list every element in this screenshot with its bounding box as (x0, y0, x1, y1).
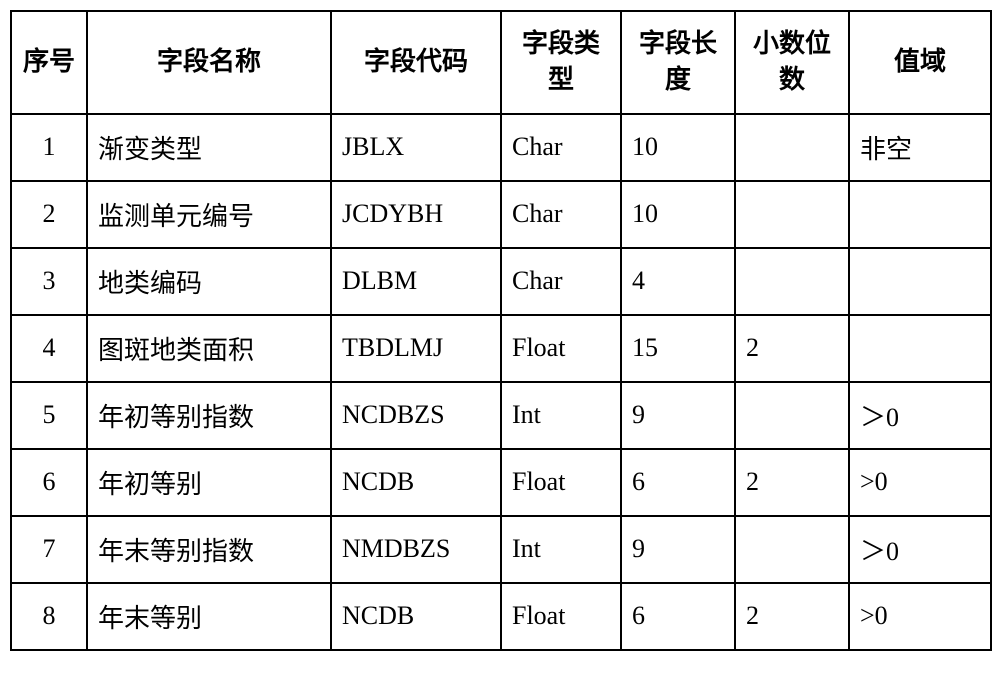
cell-code: NCDB (331, 449, 501, 516)
cell-dec: 2 (735, 449, 849, 516)
cell-code: NCDB (331, 583, 501, 650)
cell-seq: 2 (11, 181, 87, 248)
cell-seq: 6 (11, 449, 87, 516)
cell-name: 渐变类型 (87, 114, 331, 181)
table-row: 7 年末等别指数 NMDBZS Int 9 ＞0 (11, 516, 991, 583)
cell-dom (849, 315, 991, 382)
cell-dec (735, 114, 849, 181)
cell-dec: 2 (735, 583, 849, 650)
cell-code: JBLX (331, 114, 501, 181)
cell-code: NCDBZS (331, 382, 501, 449)
cell-type: Char (501, 248, 621, 315)
cell-code: JCDYBH (331, 181, 501, 248)
table-row: 1 渐变类型 JBLX Char 10 非空 (11, 114, 991, 181)
table-row: 8 年末等别 NCDB Float 6 2 >0 (11, 583, 991, 650)
table-row: 5 年初等别指数 NCDBZS Int 9 ＞0 (11, 382, 991, 449)
col-header-dom: 值域 (849, 11, 991, 114)
table-header-row: 序号 字段名称 字段代码 字段类型 字段长度 小数位数 值域 (11, 11, 991, 114)
cell-dom: >0 (849, 583, 991, 650)
cell-dec (735, 181, 849, 248)
col-header-type: 字段类型 (501, 11, 621, 114)
cell-dec (735, 382, 849, 449)
cell-code: NMDBZS (331, 516, 501, 583)
table-row: 6 年初等别 NCDB Float 6 2 >0 (11, 449, 991, 516)
cell-type: Int (501, 382, 621, 449)
table-row: 2 监测单元编号 JCDYBH Char 10 (11, 181, 991, 248)
cell-name: 年末等别指数 (87, 516, 331, 583)
cell-len: 10 (621, 114, 735, 181)
cell-dec (735, 516, 849, 583)
col-header-seq: 序号 (11, 11, 87, 114)
cell-code: DLBM (331, 248, 501, 315)
cell-seq: 3 (11, 248, 87, 315)
field-definition-table: 序号 字段名称 字段代码 字段类型 字段长度 小数位数 值域 1 渐变类型 JB… (10, 10, 992, 651)
cell-name: 地类编码 (87, 248, 331, 315)
cell-dom (849, 181, 991, 248)
cell-type: Char (501, 181, 621, 248)
cell-dom: ＞0 (849, 516, 991, 583)
cell-code: TBDLMJ (331, 315, 501, 382)
cell-len: 10 (621, 181, 735, 248)
cell-dom: >0 (849, 449, 991, 516)
cell-type: Float (501, 449, 621, 516)
cell-seq: 4 (11, 315, 87, 382)
col-header-dec: 小数位数 (735, 11, 849, 114)
table-row: 3 地类编码 DLBM Char 4 (11, 248, 991, 315)
cell-dom: 非空 (849, 114, 991, 181)
table-row: 4 图斑地类面积 TBDLMJ Float 15 2 (11, 315, 991, 382)
cell-type: Char (501, 114, 621, 181)
col-header-code: 字段代码 (331, 11, 501, 114)
cell-len: 9 (621, 516, 735, 583)
col-header-name: 字段名称 (87, 11, 331, 114)
cell-seq: 5 (11, 382, 87, 449)
cell-dom: ＞0 (849, 382, 991, 449)
cell-dec (735, 248, 849, 315)
cell-len: 6 (621, 583, 735, 650)
cell-type: Int (501, 516, 621, 583)
cell-type: Float (501, 315, 621, 382)
cell-name: 年初等别 (87, 449, 331, 516)
col-header-len: 字段长度 (621, 11, 735, 114)
cell-seq: 1 (11, 114, 87, 181)
cell-type: Float (501, 583, 621, 650)
cell-seq: 7 (11, 516, 87, 583)
cell-name: 监测单元编号 (87, 181, 331, 248)
cell-name: 年初等别指数 (87, 382, 331, 449)
table-body: 1 渐变类型 JBLX Char 10 非空 2 监测单元编号 JCDYBH C… (11, 114, 991, 650)
cell-dom (849, 248, 991, 315)
cell-len: 9 (621, 382, 735, 449)
cell-dec: 2 (735, 315, 849, 382)
cell-len: 15 (621, 315, 735, 382)
cell-name: 年末等别 (87, 583, 331, 650)
cell-name: 图斑地类面积 (87, 315, 331, 382)
cell-len: 4 (621, 248, 735, 315)
cell-len: 6 (621, 449, 735, 516)
cell-seq: 8 (11, 583, 87, 650)
